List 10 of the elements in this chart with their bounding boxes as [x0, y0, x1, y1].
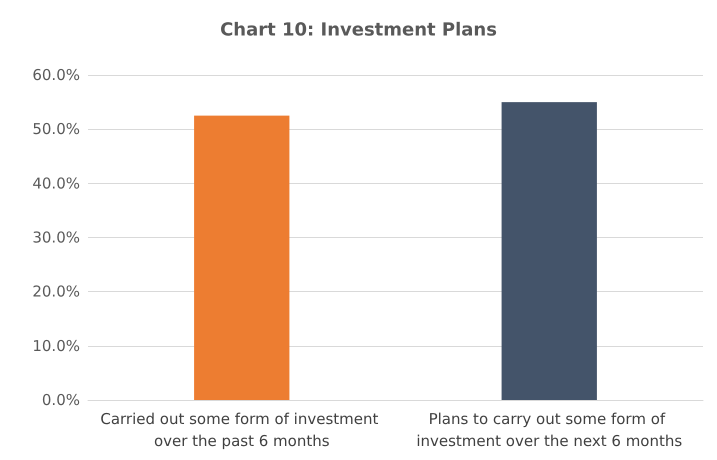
y-tick-label: 50.0%: [32, 120, 80, 138]
y-tick-label: 0.0%: [42, 391, 80, 409]
y-tick-label: 30.0%: [32, 228, 80, 246]
y-tick-label: 40.0%: [32, 174, 80, 192]
y-tick-label: 20.0%: [32, 282, 80, 301]
x-tick-label: Plans to carry out some form of investment over the next 6 months: [416, 410, 682, 450]
x-tick-label: Carried out some form of investment over the past 6 months: [100, 410, 384, 450]
y-tick-label: 10.0%: [32, 336, 80, 355]
chart-title: Chart 10: Investment Plans: [220, 20, 497, 40]
y-tick-label: 60.0%: [32, 66, 80, 84]
